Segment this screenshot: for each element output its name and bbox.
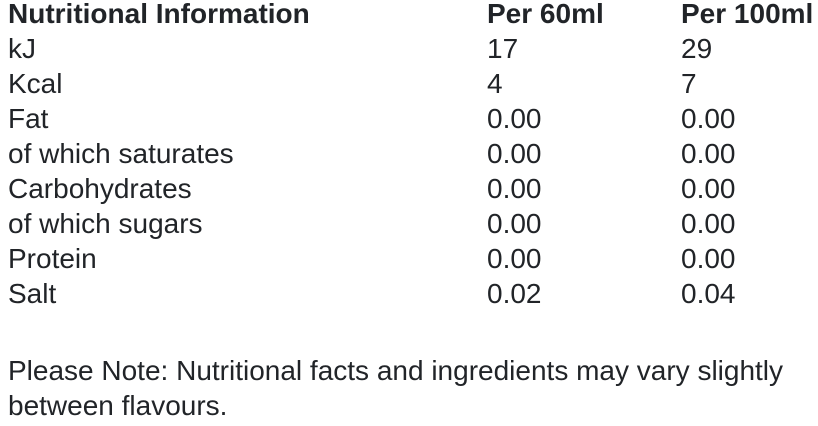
row-value-carbohydrates-per60: 0.00 (487, 173, 542, 204)
row-value-saturates-per60: 0.00 (487, 138, 542, 169)
row-value-kj-per100: 29 (681, 33, 713, 64)
row-value-salt-per100: 0.04 (681, 278, 736, 309)
row-value-fat-per60: 0.00 (487, 103, 542, 134)
row-label-sugars: of which sugars (8, 208, 203, 239)
row-value-protein-per60: 0.00 (487, 243, 542, 274)
row-value-carbohydrates-per100: 0.00 (681, 173, 736, 204)
row-label-salt: Salt (8, 278, 57, 309)
row-label-fat: Fat (8, 103, 49, 134)
row-value-saturates-per100: 0.00 (681, 138, 736, 169)
row-value-salt-per60: 0.02 (487, 278, 542, 309)
row-value-sugars-per100: 0.00 (681, 208, 736, 239)
table-header-per-60ml: Per 60ml (487, 0, 604, 29)
nutrition-table: Nutritional Information Per 60ml Per 100… (8, 0, 814, 309)
row-label-kcal: Kcal (8, 68, 63, 99)
row-value-kcal-per100: 7 (681, 68, 697, 99)
row-value-sugars-per60: 0.00 (487, 208, 542, 239)
row-value-kj-per60: 17 (487, 33, 519, 64)
row-label-carbohydrates: Carbohydrates (8, 173, 192, 204)
table-header-title: Nutritional Information (8, 0, 310, 29)
row-value-fat-per100: 0.00 (681, 103, 736, 134)
row-label-protein: Protein (8, 243, 97, 274)
row-label-saturates: of which saturates (8, 138, 234, 169)
variation-note: Please Note: Nutritional facts and ingre… (8, 355, 784, 421)
row-label-kj: kJ (8, 33, 36, 64)
row-value-protein-per100: 0.00 (681, 243, 736, 274)
row-value-kcal-per60: 4 (487, 68, 503, 99)
table-header-per-100ml: Per 100ml (681, 0, 814, 29)
